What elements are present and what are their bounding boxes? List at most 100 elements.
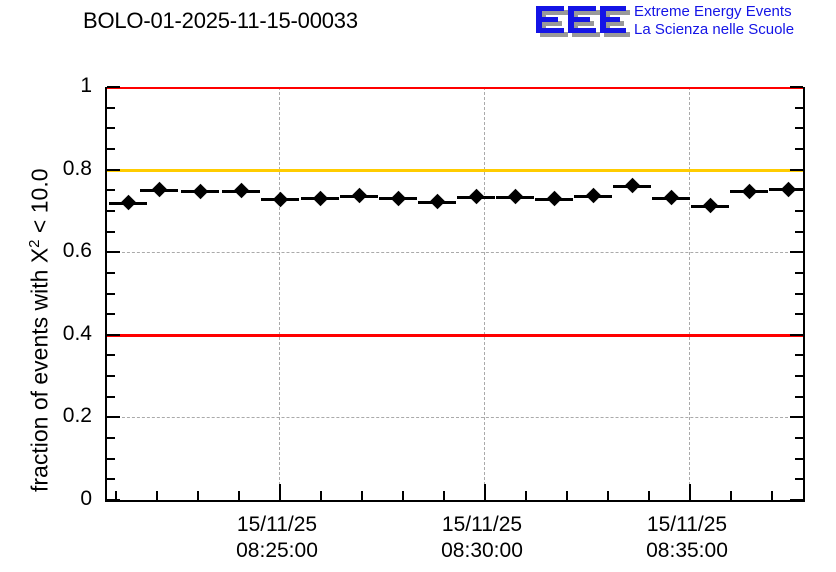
data-point-marker[interactable] (468, 189, 484, 205)
data-point-marker[interactable] (702, 197, 718, 214)
y-tick-minor-right (795, 147, 803, 150)
y-tick-minor-right (795, 375, 803, 378)
x-tick-major (484, 484, 486, 500)
grid-line-vertical (279, 87, 280, 500)
y-tick-minor-right (795, 457, 803, 460)
data-point-marker[interactable] (624, 177, 640, 194)
plot-frame (105, 86, 805, 502)
y-axis-title-main: fraction of events with X (26, 247, 53, 492)
x-tick-label-date: 15/11/25 (646, 513, 728, 536)
eee-logo: Extreme Energy Events La Scienza nelle S… (534, 2, 834, 42)
eee-logo-text: Extreme Energy Events La Scienza nelle S… (634, 3, 834, 39)
y-tick-minor-right (795, 106, 803, 109)
data-point-marker[interactable] (351, 187, 367, 204)
grid-line-vertical (484, 87, 485, 500)
data-point-marker[interactable] (507, 189, 523, 205)
y-tick-major-right (790, 168, 803, 171)
data-point-marker[interactable] (233, 182, 249, 199)
y-tick-minor-right (795, 127, 803, 130)
y-tick-label: 0 (80, 487, 92, 510)
y-tick-minor-right (795, 395, 803, 398)
y-tick-minor-right (795, 209, 803, 212)
plot-area (107, 87, 803, 500)
page-title: BOLO-01-2025-11-15-00033 (83, 8, 358, 33)
x-tick-minor (566, 491, 568, 500)
x-tick-label-time: 08:35:00 (646, 539, 728, 562)
x-tick-minor (730, 491, 732, 500)
y-tick-minor (107, 478, 115, 481)
data-point-marker[interactable] (663, 189, 679, 206)
y-tick-minor-right (795, 354, 803, 357)
reference-line-warning-threshold (107, 168, 803, 172)
y-tick-minor (107, 375, 115, 378)
data-point-marker[interactable] (546, 191, 562, 207)
x-tick-major (279, 484, 281, 500)
y-tick-minor-right (795, 313, 803, 316)
y-tick-minor-right (795, 230, 803, 233)
x-tick-minor (443, 491, 445, 500)
y-tick-minor (107, 395, 115, 398)
y-tick-major-right (790, 333, 803, 336)
y-tick-label: 0.6 (62, 239, 92, 263)
y-tick-minor-right (795, 437, 803, 440)
grid-line-vertical (689, 87, 690, 500)
eee-logo-line2: La Scienza nelle Scuole (634, 21, 795, 38)
y-tick-label: 1 (80, 74, 92, 97)
data-point-marker[interactable] (192, 183, 208, 199)
x-tick-label-time: 08:30:00 (441, 539, 523, 562)
y-tick-major (107, 499, 120, 501)
eee-logo-mark (536, 6, 630, 37)
x-tick-minor (115, 491, 117, 500)
y-tick-minor (107, 127, 115, 130)
reference-line-lower-limit (107, 333, 803, 337)
y-tick-minor (107, 457, 115, 460)
eee-logo-line1: Extreme Energy Events (634, 3, 792, 20)
data-point-marker[interactable] (780, 181, 796, 198)
y-tick-label: 0.2 (62, 404, 92, 428)
y-tick-minor-right (795, 478, 803, 481)
y-tick-minor (107, 230, 115, 233)
x-tick-minor (402, 491, 404, 500)
x-tick-label: 15/11/25 08:35:00 (597, 512, 777, 564)
x-tick-minor (361, 491, 363, 500)
data-point-marker[interactable] (120, 194, 136, 211)
y-tick-major (107, 416, 120, 419)
data-point-marker[interactable] (585, 187, 601, 204)
data-point-marker[interactable] (429, 194, 445, 210)
x-tick-label-time: 08:25:00 (236, 539, 318, 562)
y-tick-major-right (790, 251, 803, 254)
reference-line-upper-limit (107, 87, 803, 89)
y-tick-major (107, 86, 120, 88)
y-tick-major (107, 168, 120, 171)
x-tick-minor (156, 491, 158, 500)
data-point-marker[interactable] (390, 190, 406, 206)
y-tick-minor (107, 189, 115, 192)
grid-line-horizontal (107, 252, 803, 254)
x-tick-minor (197, 491, 199, 500)
data-point-marker[interactable] (312, 190, 328, 206)
data-point-marker[interactable] (741, 183, 757, 199)
x-tick-label: 15/11/25 08:30:00 (392, 512, 572, 564)
x-tick-minor (238, 491, 240, 500)
y-tick-label: 0.4 (62, 321, 92, 345)
grid-line-horizontal (107, 417, 803, 419)
y-tick-major-right (790, 86, 803, 88)
x-tick-label: 15/11/25 08:25:00 (187, 512, 367, 564)
x-tick-minor (525, 491, 527, 500)
data-point-marker[interactable] (272, 191, 288, 208)
y-tick-minor-right (795, 189, 803, 192)
y-tick-minor (107, 147, 115, 150)
data-point-marker[interactable] (151, 182, 167, 198)
x-tick-label-date: 15/11/25 (441, 513, 523, 536)
x-tick-minor (648, 491, 650, 500)
y-tick-label: 0.8 (62, 156, 92, 180)
x-tick-minor (320, 491, 322, 500)
y-tick-minor (107, 292, 115, 295)
y-tick-minor-right (795, 271, 803, 274)
y-tick-major (107, 251, 120, 254)
y-tick-minor (107, 106, 115, 109)
y-tick-minor (107, 354, 115, 357)
y-tick-major (107, 333, 120, 336)
y-tick-minor (107, 271, 115, 274)
